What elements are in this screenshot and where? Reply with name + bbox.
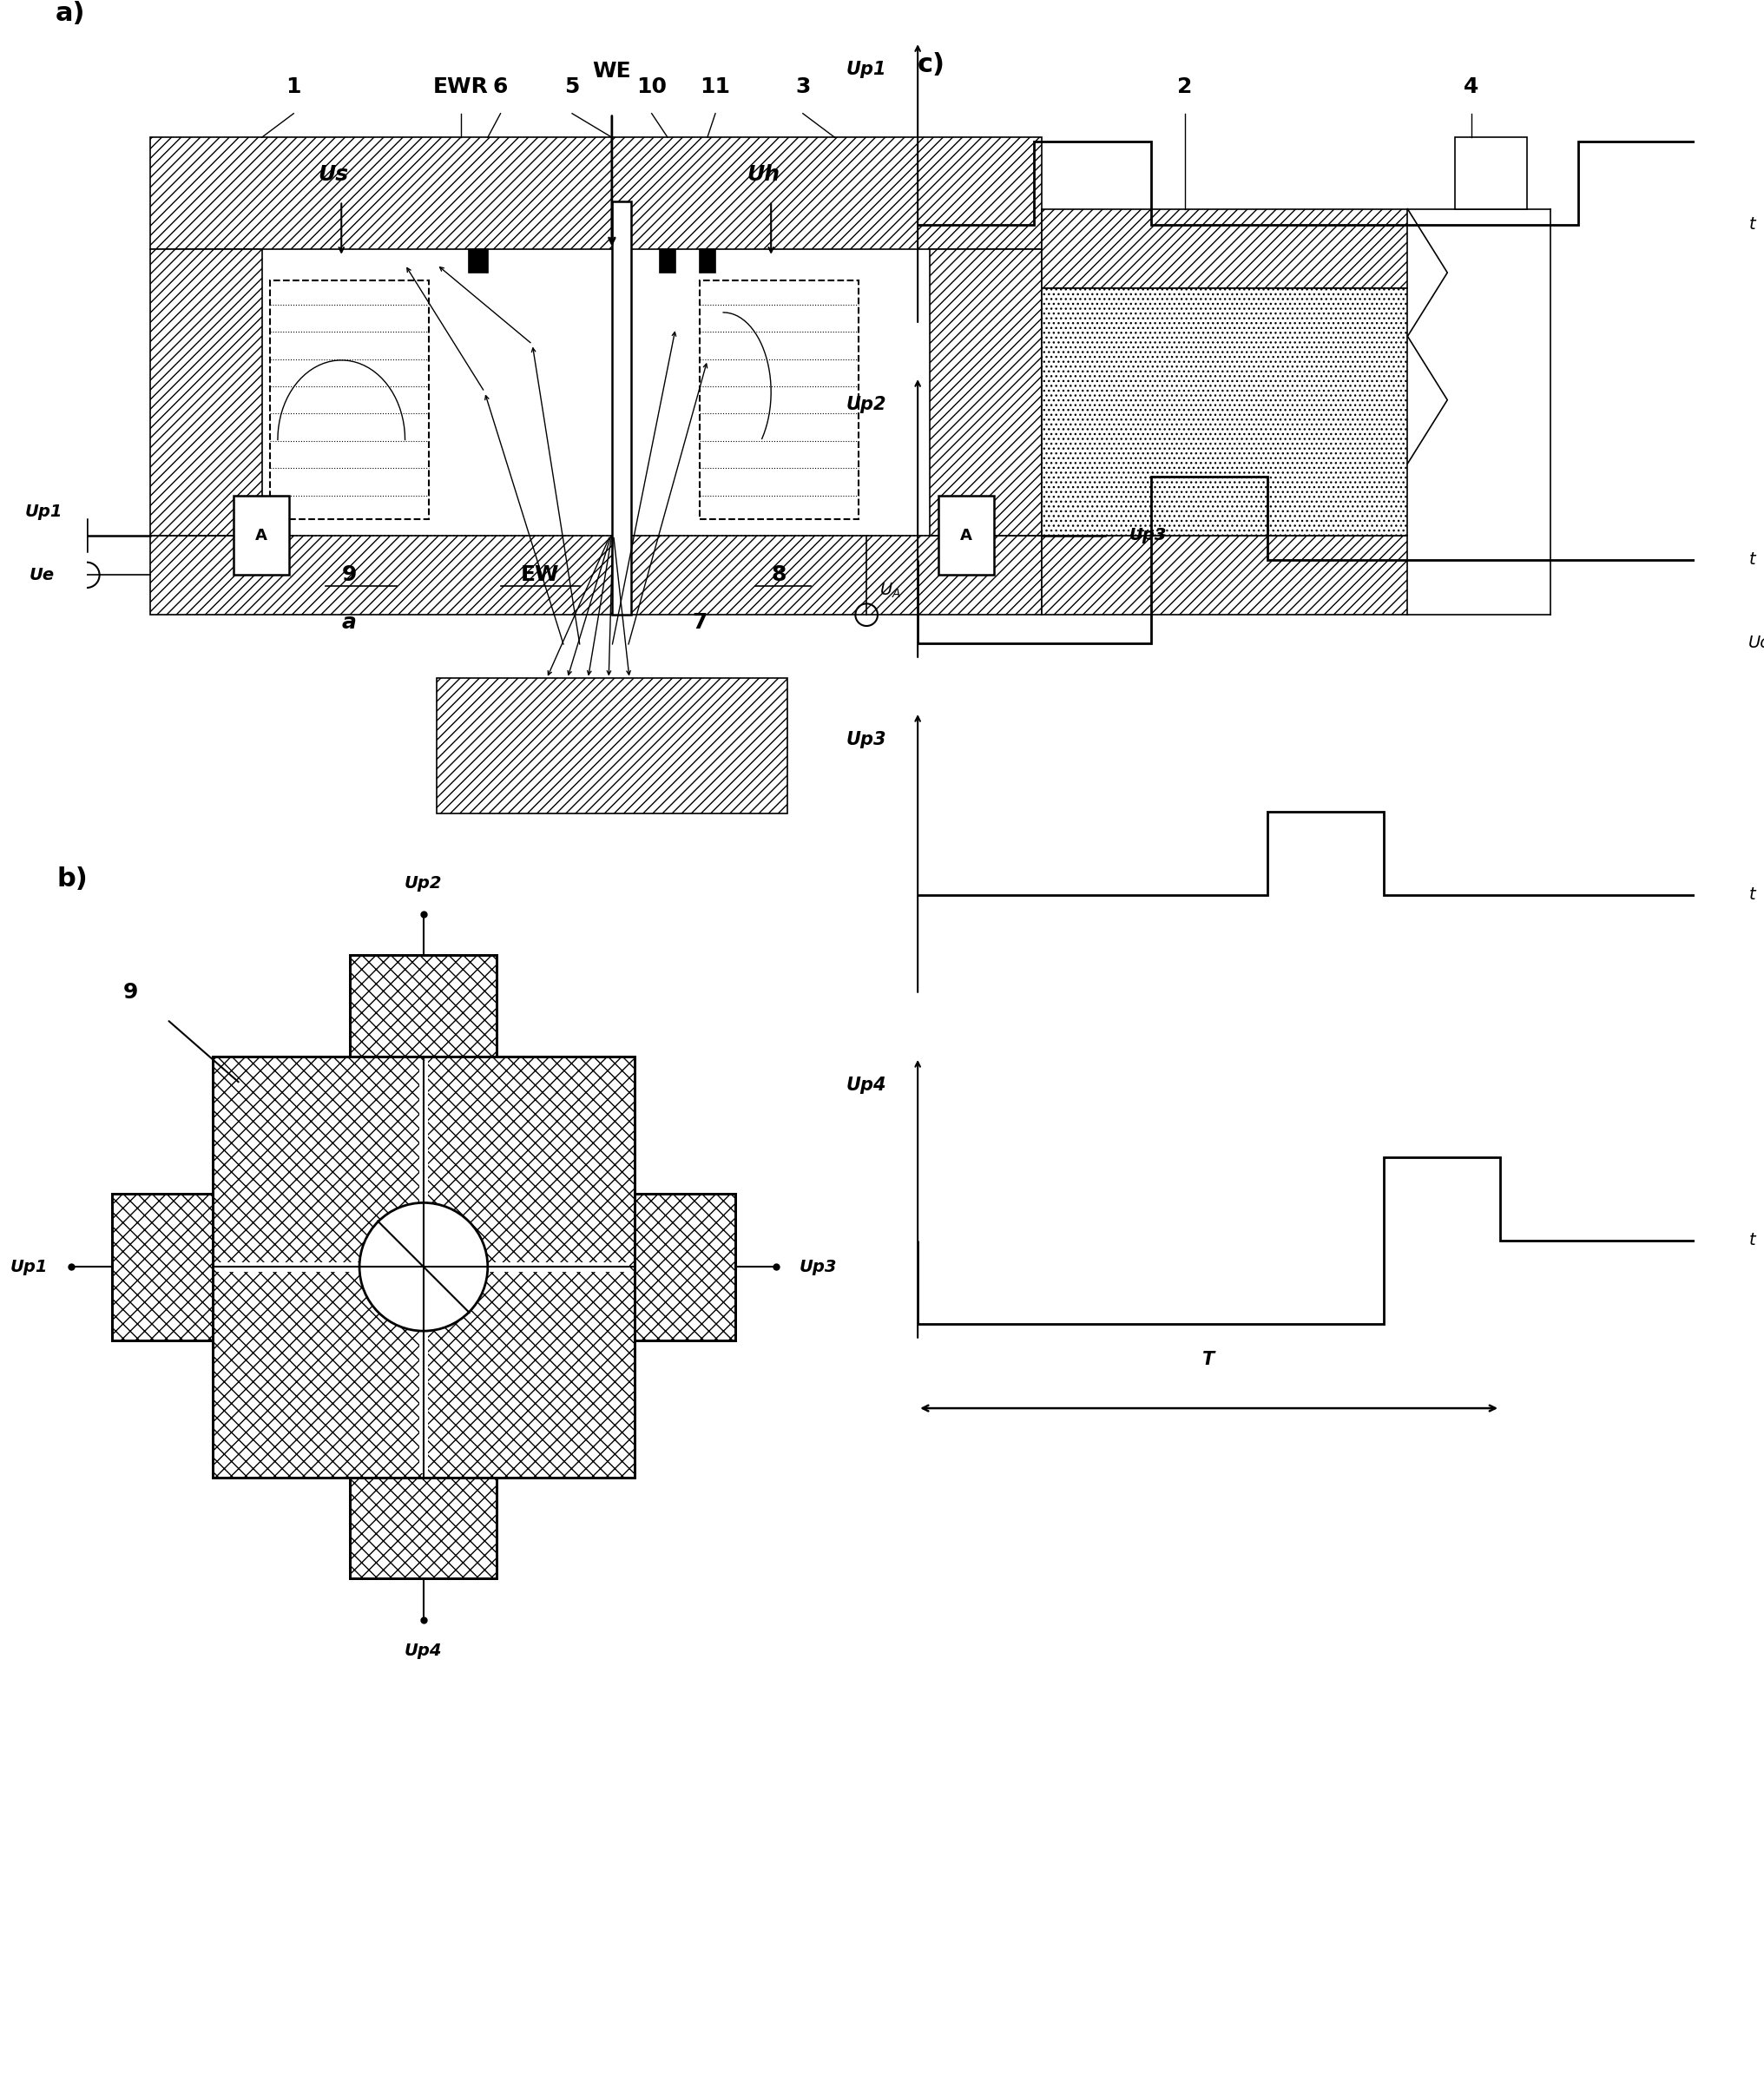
Text: Up1: Up1 bbox=[11, 1258, 48, 1275]
Bar bbox=[938, 496, 993, 576]
Text: 11: 11 bbox=[700, 77, 730, 98]
Bar bbox=[429, 1062, 630, 1263]
Bar bbox=[217, 1062, 630, 1472]
Bar bbox=[699, 249, 714, 272]
Bar bbox=[349, 1478, 497, 1579]
Text: Ue: Ue bbox=[30, 567, 55, 584]
Text: a): a) bbox=[55, 0, 85, 25]
Text: 9: 9 bbox=[123, 982, 138, 1003]
Text: 10: 10 bbox=[637, 77, 667, 98]
Bar bbox=[150, 138, 1041, 249]
Bar bbox=[1041, 536, 1408, 616]
Bar bbox=[699, 281, 857, 519]
Text: A: A bbox=[254, 528, 266, 542]
Bar bbox=[113, 1194, 213, 1340]
Text: a: a bbox=[342, 611, 356, 632]
Text: 7: 7 bbox=[691, 611, 707, 632]
Bar bbox=[349, 955, 497, 1055]
Bar bbox=[270, 281, 429, 519]
Text: Up3: Up3 bbox=[1129, 528, 1166, 544]
Text: $U_A$: $U_A$ bbox=[878, 582, 901, 601]
Text: t: t bbox=[1748, 886, 1755, 903]
Text: EWR: EWR bbox=[432, 77, 489, 98]
Text: 9: 9 bbox=[342, 565, 356, 586]
Bar bbox=[633, 1194, 734, 1340]
Circle shape bbox=[360, 1202, 487, 1332]
Text: Up1: Up1 bbox=[25, 503, 64, 519]
Bar bbox=[116, 1198, 208, 1336]
Bar bbox=[213, 1055, 633, 1478]
Text: 3: 3 bbox=[796, 77, 810, 98]
Bar bbox=[217, 1062, 418, 1263]
Bar bbox=[213, 1055, 633, 1478]
Bar bbox=[612, 201, 632, 616]
Text: EW: EW bbox=[520, 565, 559, 586]
Text: 2: 2 bbox=[1177, 77, 1192, 98]
Bar bbox=[233, 496, 289, 576]
Text: A: A bbox=[960, 528, 972, 542]
Text: 4: 4 bbox=[1462, 77, 1478, 98]
Text: Up3: Up3 bbox=[847, 731, 886, 748]
Text: t: t bbox=[1748, 1231, 1755, 1248]
Text: Us: Us bbox=[318, 163, 349, 184]
Text: Up3: Up3 bbox=[799, 1258, 836, 1275]
Text: Up2: Up2 bbox=[847, 396, 886, 413]
Bar bbox=[349, 1478, 497, 1579]
Text: Up1: Up1 bbox=[847, 61, 886, 77]
Bar bbox=[355, 1483, 492, 1575]
Bar bbox=[349, 955, 497, 1055]
Text: Uh: Uh bbox=[746, 163, 780, 184]
Text: 8: 8 bbox=[771, 565, 787, 586]
Text: b): b) bbox=[56, 867, 88, 892]
Bar bbox=[355, 959, 492, 1051]
Text: Up4: Up4 bbox=[847, 1076, 886, 1093]
Bar bbox=[150, 249, 261, 536]
Bar bbox=[217, 1271, 418, 1472]
Bar bbox=[429, 1271, 630, 1472]
Text: Up4: Up4 bbox=[404, 1642, 443, 1658]
Bar bbox=[930, 249, 1041, 536]
Bar bbox=[469, 249, 487, 272]
Bar bbox=[261, 249, 930, 536]
Text: c): c) bbox=[917, 52, 946, 77]
Bar bbox=[150, 536, 1041, 616]
Text: 1: 1 bbox=[286, 77, 302, 98]
Text: Up2: Up2 bbox=[404, 875, 443, 892]
Text: t: t bbox=[1748, 551, 1755, 567]
Text: WE: WE bbox=[593, 61, 632, 82]
Text: T: T bbox=[1201, 1351, 1215, 1367]
Bar bbox=[1455, 138, 1526, 209]
Bar bbox=[113, 1194, 213, 1340]
Text: 6: 6 bbox=[492, 77, 508, 98]
Bar bbox=[437, 678, 787, 815]
Bar bbox=[1041, 209, 1408, 289]
Bar bbox=[660, 249, 676, 272]
Text: Uo: Uo bbox=[1748, 634, 1764, 651]
Text: 5: 5 bbox=[564, 77, 579, 98]
Text: t: t bbox=[1748, 216, 1755, 232]
Bar bbox=[633, 1194, 734, 1340]
Bar bbox=[1041, 289, 1408, 536]
Bar bbox=[639, 1198, 730, 1336]
